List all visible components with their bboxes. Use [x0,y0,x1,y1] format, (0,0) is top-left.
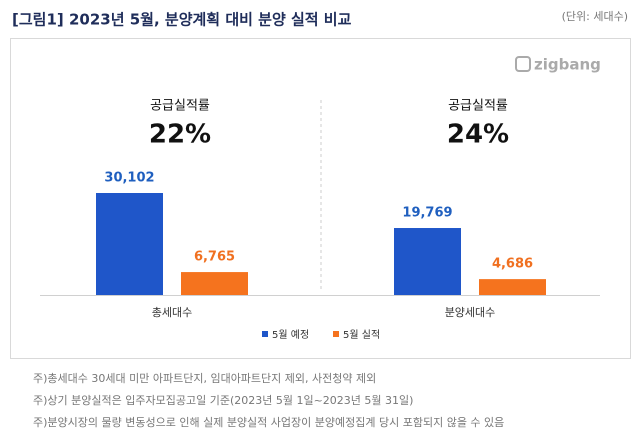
bar [96,193,163,295]
note: 주)상기 분양실적은 입주자모집공고일 기준(2023년 5월 1일~2023년… [33,393,413,407]
x-tick-label: 분양세대수 [445,306,496,319]
annotation-value: 22% [149,120,211,150]
annotation-label: 공급실적률 [448,99,508,114]
legend-swatch [333,331,339,337]
note: 주)총세대수 30세대 미만 아파트단지, 임대아파트단지 제외, 사전청약 제… [33,371,376,385]
unit-label: (단위: 세대수) [562,10,628,23]
x-tick-label: 총세대수 [152,306,192,319]
value-label: 19,769 [402,206,452,221]
logo-icon [515,56,531,72]
chart-frame [10,38,631,359]
bar [181,272,248,295]
legend-swatch [262,331,268,337]
annotation-value: 24% [447,120,509,150]
annotation-label: 공급실적률 [150,99,210,114]
legend-label: 5월 실적 [343,329,380,341]
value-label: 6,765 [194,250,235,265]
bar [479,279,546,295]
legend-label: 5월 예정 [272,329,309,341]
logo: zigbang [534,56,601,74]
chart-title: [그림1] 2023년 5월, 분양계획 대비 분양 실적 비교 [12,11,352,29]
bar [394,228,461,295]
value-label: 4,686 [492,257,533,272]
note: 주)분양시장의 물량 변동성으로 인해 실제 분양실적 사업장이 분양예정집계 … [33,415,504,429]
value-label: 30,102 [104,171,154,186]
